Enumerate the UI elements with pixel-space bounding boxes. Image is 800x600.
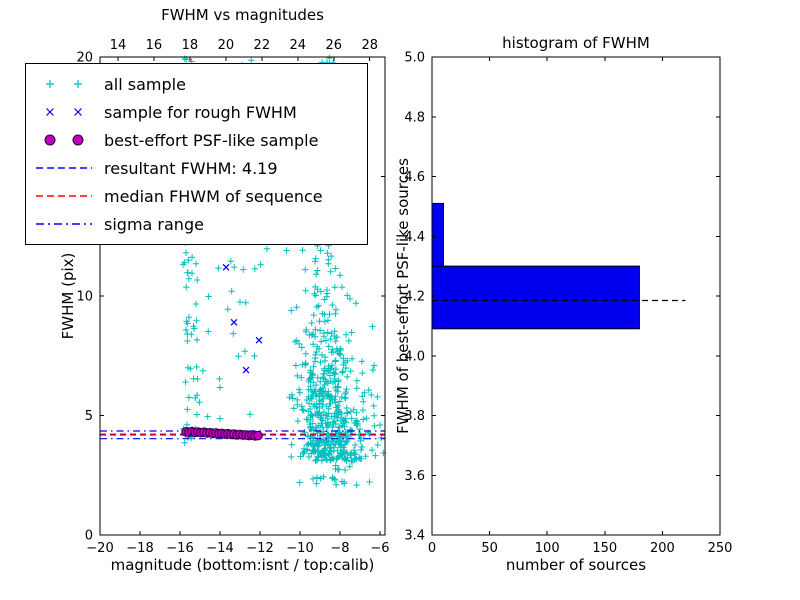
rough-fwhm-points [192, 263, 263, 439]
legend-item-label: median FHWM of sequence [104, 186, 323, 206]
tick-label: 3.8 [404, 409, 425, 424]
tick-label: −14 [206, 541, 233, 556]
histogram-bar [431, 202, 444, 267]
legend-item-label: resultant FWHM: 4.19 [104, 158, 278, 178]
legend-item: all sample [34, 70, 359, 98]
right-yaxis-label: FWHM of best-effort PSF-like sources [394, 158, 412, 434]
tick-label: 22 [254, 38, 271, 53]
tick-label: 28 [361, 38, 378, 53]
tick-label: −18 [126, 541, 153, 556]
tick-label: 4.4 [404, 230, 425, 245]
legend-item: median FHWM of sequence [34, 182, 359, 210]
tick-label: 24 [290, 38, 307, 53]
dashed-line-icon [36, 195, 92, 197]
tick-label: 4.2 [404, 290, 425, 305]
tick-label: 3.6 [404, 469, 425, 484]
tick-label: −16 [166, 541, 193, 556]
tick-label: 100 [535, 541, 560, 556]
tick-label: 5.0 [404, 51, 425, 66]
legend-item: sigma range [34, 210, 359, 238]
tick-label: 14 [110, 38, 127, 53]
tick-label: −10 [286, 541, 313, 556]
tick-label: 200 [650, 541, 675, 556]
plus-icon [46, 80, 82, 88]
tick-label: 0 [428, 541, 436, 556]
tick-label: 20 [218, 38, 235, 53]
tick-label: 4.0 [404, 349, 425, 364]
tick-label: 10 [76, 290, 93, 305]
tick-label: 4.6 [404, 170, 425, 185]
legend-item-label: sample for rough FWHM [104, 102, 297, 122]
tick-label: 16 [146, 38, 163, 53]
legend: all sample sample for rough FWHM best-effo… [25, 63, 368, 245]
tick-label: 26 [325, 38, 342, 53]
tick-label: 4.8 [404, 110, 425, 125]
tick-label: 3.4 [404, 529, 425, 544]
tick-label: −12 [246, 541, 273, 556]
tick-label: 5 [85, 409, 93, 424]
left-xaxis-label: magnitude (bottom:isnt / top:calib) [110, 556, 375, 574]
tick-label: −6 [370, 541, 389, 556]
tick-label: 150 [592, 541, 617, 556]
legend-item-label: best-effort PSF-like sample [104, 130, 319, 150]
legend-item: resultant FWHM: 4.19 [34, 154, 359, 182]
tick-label: 18 [182, 38, 199, 53]
tick-label: 50 [481, 541, 498, 556]
legend-item: sample for rough FWHM [34, 98, 359, 126]
tick-label: −20 [86, 541, 113, 556]
psf-sample-point [253, 430, 263, 441]
dashdot-line-icon [36, 223, 92, 225]
legend-item-label: all sample [104, 74, 186, 94]
tick-label: 20 [76, 51, 93, 66]
left-plot-title: FWHM vs magnitudes [161, 6, 324, 24]
right-plot-title: histogram of FWHM [502, 34, 650, 52]
x-icon [46, 108, 82, 116]
right-xaxis-label: number of sources [505, 556, 647, 574]
legend-item-label: sigma range [104, 214, 204, 234]
tick-label: 250 [708, 541, 733, 556]
dashed-line-icon [36, 167, 92, 169]
tick-label: 0 [85, 529, 93, 544]
legend-item: best-effort PSF-like sample [34, 126, 359, 154]
tick-label: −8 [330, 541, 349, 556]
histogram-bar [431, 265, 640, 330]
left-yaxis-label: FWHM (pix) [59, 252, 77, 340]
circle-icon [44, 134, 84, 146]
